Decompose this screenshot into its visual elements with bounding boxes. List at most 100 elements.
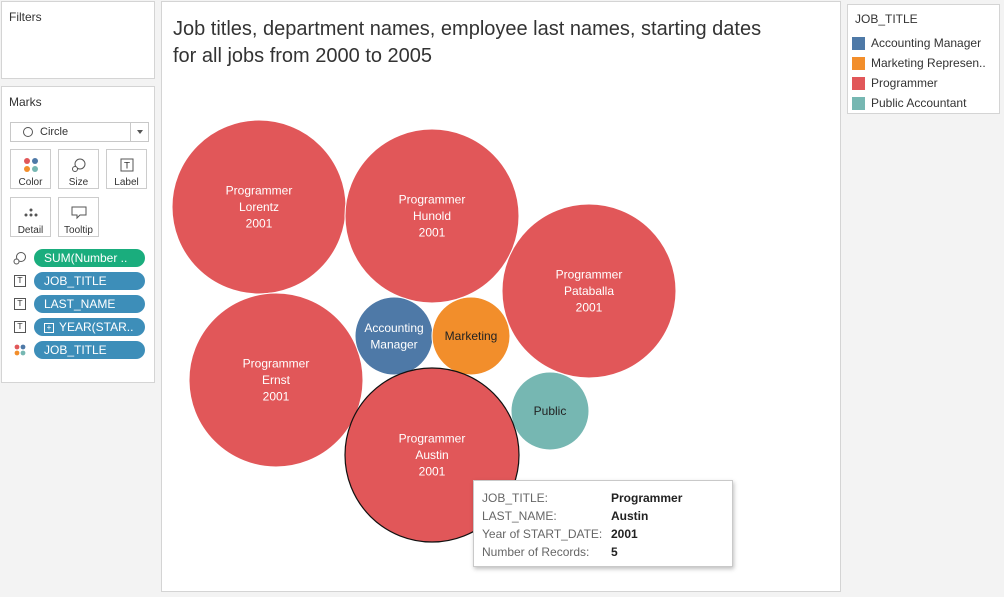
filters-title: Filters	[9, 10, 42, 24]
detail-button[interactable]: Detail	[10, 197, 51, 237]
bubble-label: 2001	[246, 217, 273, 231]
bubble-programmer-hunold[interactable]: Programmer Hunold 2001	[344, 128, 520, 304]
tooltip-value: Austin	[611, 509, 649, 523]
bubble-mark[interactable]	[344, 128, 520, 304]
field-row-color-job-title[interactable]: JOB_TITLE	[13, 340, 145, 359]
legend-swatch	[852, 56, 865, 70]
bubble-label: Programmer	[399, 432, 466, 446]
field-row-label-last-name[interactable]: T LAST_NAME	[13, 294, 145, 313]
label-icon: T	[13, 320, 27, 334]
legend-item-label: Accounting Manager	[871, 36, 982, 50]
legend-item-marketing-representative[interactable]: Marketing Represen..	[852, 56, 998, 70]
legend-item-label: Programmer	[871, 76, 938, 90]
bubble-label: Public	[534, 404, 567, 418]
legend-swatch	[852, 76, 865, 90]
dropdown-button[interactable]	[130, 123, 148, 141]
color-button-label: Color	[18, 177, 43, 188]
tooltip-key: LAST_NAME:	[482, 509, 557, 523]
field-pill-job-title-color[interactable]: JOB_TITLE	[34, 340, 145, 359]
viz-title-line-1: Job titles, department names, employee l…	[173, 18, 762, 40]
bubble-marketing-representative[interactable]: Marketing	[431, 296, 511, 376]
field-pill-job-title[interactable]: JOB_TITLE	[34, 271, 145, 290]
tooltip-row: Number of Records: 5	[482, 543, 618, 561]
bubble-label: Lorentz	[239, 200, 279, 214]
viz-title-line-2: for all jobs from 2000 to 2005	[173, 45, 433, 67]
tooltip-icon	[59, 203, 98, 223]
tooltip-key: JOB_TITLE:	[482, 491, 549, 505]
size-button-label: Size	[68, 177, 89, 188]
marks-card: Marks Circle Color Size T Label Detail	[1, 86, 155, 383]
tooltip-value: Programmer	[611, 491, 683, 505]
bubble-label: Austin	[415, 448, 448, 462]
size-icon	[13, 251, 27, 265]
tooltip-key: Number of Records:	[482, 545, 590, 559]
label-icon: T	[13, 297, 27, 311]
bubble-accounting-manager[interactable]: Accounting Manager	[354, 296, 434, 376]
bubble-programmer-ernst[interactable]: Programmer Ernst 2001	[188, 292, 364, 468]
legend-swatch	[852, 36, 865, 50]
legend-swatch	[852, 96, 865, 110]
color-button[interactable]: Color	[10, 149, 51, 189]
bubble-mark[interactable]	[510, 371, 590, 451]
tooltip-value: 5	[611, 545, 618, 559]
circle-icon	[23, 127, 33, 137]
bubble-label: Hunold	[413, 209, 451, 223]
label-button-label: Label	[114, 177, 139, 188]
size-button[interactable]: Size	[58, 149, 99, 189]
field-row-size[interactable]: SUM(Number ..	[13, 248, 145, 267]
legend-item-programmer[interactable]: Programmer	[852, 76, 998, 90]
mark-type-value: Circle	[40, 126, 69, 138]
viz-title: Job titles, department names, employee l…	[173, 16, 833, 70]
tooltip-button-label: Tooltip	[64, 225, 93, 236]
label-icon: T	[13, 274, 27, 288]
bubble-chart: Programmer Lorentz 2001 Programmer Hunold 200…	[171, 119, 677, 543]
bubble-label: 2001	[419, 465, 446, 479]
bubble-label: Programmer	[556, 268, 623, 282]
size-icon	[59, 155, 98, 175]
label-button[interactable]: T Label	[106, 149, 147, 189]
field-row-label-job-title[interactable]: T JOB_TITLE	[13, 271, 145, 290]
color-legend: JOB_TITLE Accounting Manager Marketing R…	[847, 4, 1000, 114]
mark-type-dropdown[interactable]: Circle	[10, 122, 149, 142]
detail-icon	[11, 203, 50, 223]
bubble-label: Programmer	[243, 357, 310, 371]
bubble-label: Ernst	[262, 373, 291, 387]
tooltip-row: Year of START_DATE: 2001	[482, 525, 638, 543]
bubble-label: Programmer	[399, 193, 466, 207]
tooltip-button[interactable]: Tooltip	[58, 197, 99, 237]
field-row-label-year[interactable]: T + YEAR(STAR..	[13, 317, 145, 336]
viz-worksheet: Job titles, department names, employee l…	[161, 1, 841, 592]
bubble-label: Manager	[370, 337, 417, 351]
field-pill-year-start-label: YEAR(STAR..	[59, 319, 134, 334]
legend-item-public-accountant[interactable]: Public Accountant	[852, 96, 998, 110]
bubble-programmer-pataballa[interactable]: Programmer Pataballa 2001	[501, 203, 677, 379]
bubble-label: Pataballa	[564, 284, 614, 298]
filters-shelf[interactable]: Filters	[1, 1, 155, 79]
bubble-programmer-lorentz[interactable]: Programmer Lorentz 2001	[171, 119, 347, 295]
bubble-label: Marketing	[445, 329, 498, 343]
label-icon: T	[107, 155, 146, 175]
bubble-mark[interactable]	[431, 296, 511, 376]
tooltip-value: 2001	[611, 527, 638, 541]
color-dots-icon	[13, 343, 27, 357]
bubble-label: Accounting	[364, 321, 423, 335]
field-pill-last-name[interactable]: LAST_NAME	[34, 294, 145, 313]
legend-item-label: Public Accountant	[871, 96, 967, 110]
bubble-label: 2001	[263, 390, 290, 404]
field-pill-sum-records[interactable]: SUM(Number ..	[34, 248, 145, 267]
tooltip-key: Year of START_DATE:	[482, 527, 603, 541]
field-pill-year-start[interactable]: + YEAR(STAR..	[34, 317, 145, 336]
bubble-mark[interactable]	[354, 296, 434, 376]
marks-title: Marks	[9, 95, 42, 109]
bubble-mark[interactable]	[501, 203, 677, 379]
bubble-public-accountant[interactable]: Public	[510, 371, 590, 451]
svg-text:T: T	[123, 162, 130, 172]
tooltip-row: LAST_NAME: Austin	[482, 507, 648, 525]
expand-plus-icon[interactable]: +	[44, 322, 54, 333]
legend-title: JOB_TITLE	[855, 12, 918, 26]
color-dots-icon	[11, 155, 50, 175]
bubble-mark[interactable]	[188, 292, 364, 468]
legend-item-label: Marketing Represen..	[871, 56, 986, 70]
chevron-down-icon	[136, 130, 143, 134]
legend-item-accounting-manager[interactable]: Accounting Manager	[852, 36, 998, 50]
